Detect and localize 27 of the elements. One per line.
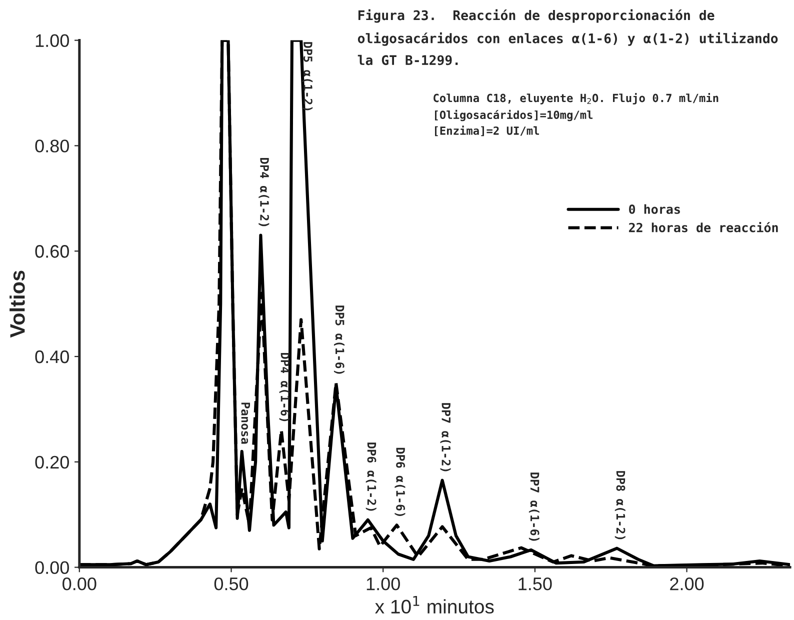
annotation: DP7 α(1-6) bbox=[528, 472, 540, 541]
x-axis-title: x 10$^{1}$ minutos bbox=[375, 596, 494, 614]
x-tick-label: 1.50 bbox=[518, 578, 552, 590]
annotation: DP6 α(1-6) bbox=[394, 448, 406, 516]
y-tick-label: 0.60 bbox=[35, 245, 69, 258]
y-tick-label: 0.40 bbox=[35, 350, 69, 364]
annotation: DP8 α(1-2) bbox=[614, 471, 626, 540]
chart-title: Figura 23. Reacción de desproporcionación de oligosacáridos con enlaces α(1-6) y α(1-2) utilizando la GT B-1299. bbox=[358, 9, 778, 66]
annotation: DP4 α(1-6) bbox=[279, 353, 290, 422]
y-tick-label: 0.00 bbox=[35, 561, 69, 574]
y-axis-title: Voltios bbox=[10, 270, 25, 338]
x-tick-label: 1.00 bbox=[366, 578, 400, 590]
annotation: DP5 α(1-6) bbox=[334, 306, 344, 374]
x-tick-label: 0.50 bbox=[214, 578, 248, 590]
text: Columna C18, eluyente H$_{2}$O. Flujo 0.7 ml/min [Oligosacáridos]=10mg/ml [Enzima]=2 UI/ml bbox=[434, 93, 718, 136]
annotation: DP6 α(1-2) bbox=[366, 442, 376, 511]
annotation: Panosa bbox=[241, 402, 250, 444]
legend-label: 22 horas de reacción bbox=[628, 222, 778, 232]
y-tick-label: 0.20 bbox=[35, 456, 69, 469]
legend-label: 0 horas bbox=[629, 204, 680, 214]
y-tick-label: 1.00 bbox=[36, 34, 69, 48]
annotation: DP7 α(1-2) bbox=[440, 403, 451, 472]
annotation: DP5 α(1-2) bbox=[302, 42, 313, 110]
annotation: DP4 α(1-2) bbox=[258, 158, 270, 226]
x-tick-label: 2.00 bbox=[670, 578, 704, 590]
y-tick-label: 0.80 bbox=[35, 140, 69, 152]
x-tick-label: 0.00 bbox=[62, 578, 96, 590]
